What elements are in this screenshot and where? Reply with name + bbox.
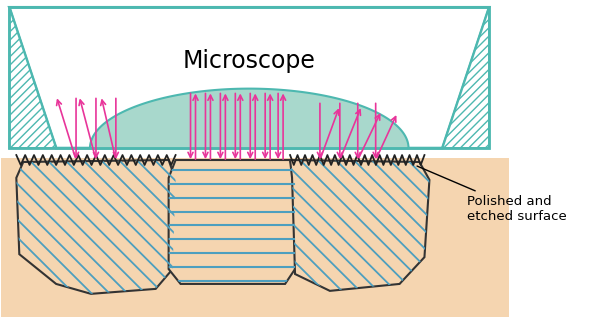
Polygon shape bbox=[169, 160, 295, 284]
Polygon shape bbox=[442, 7, 489, 148]
Polygon shape bbox=[90, 89, 409, 148]
Polygon shape bbox=[290, 160, 429, 291]
Polygon shape bbox=[9, 7, 489, 148]
Polygon shape bbox=[1, 158, 509, 317]
Text: Polished and
etched surface: Polished and etched surface bbox=[417, 166, 567, 223]
Polygon shape bbox=[16, 160, 175, 294]
Text: Microscope: Microscope bbox=[183, 49, 315, 73]
Polygon shape bbox=[9, 7, 56, 148]
